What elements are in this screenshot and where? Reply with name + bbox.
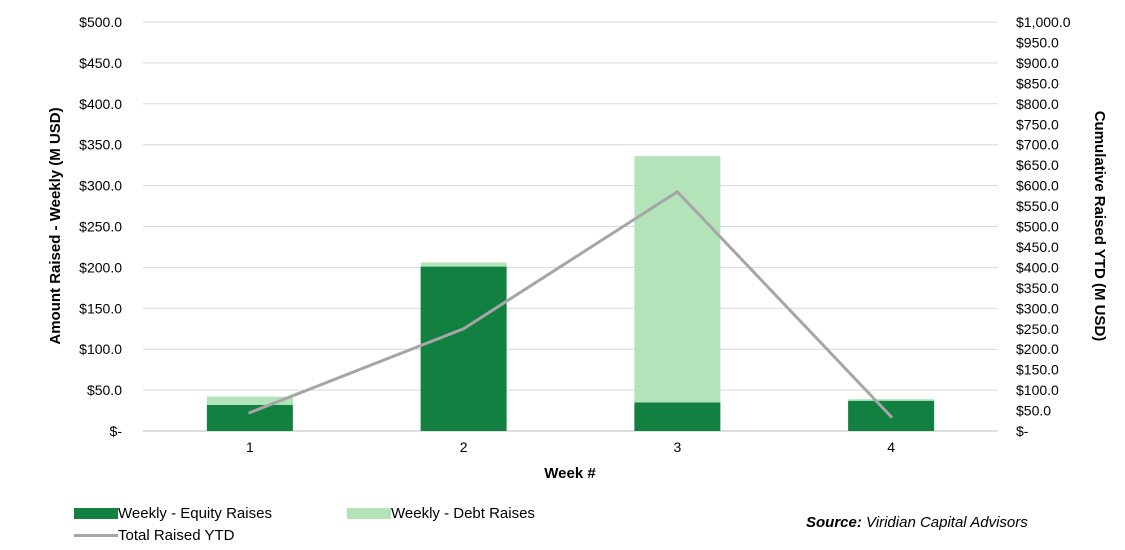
y-tick-label: $400.0	[79, 96, 122, 112]
y2-tick-label: $950.0	[1016, 34, 1059, 50]
y-tick-label: $200.0	[79, 259, 122, 275]
legend-swatch-debt	[347, 508, 391, 519]
legend-item-debt: Weekly - Debt Raises	[347, 505, 535, 522]
line-point	[248, 411, 252, 415]
bar-equity	[206, 404, 293, 431]
x-axis-ticks: 1 2 3 4	[246, 439, 895, 455]
source-text: Viridian Capital Advisors	[866, 514, 1028, 531]
y2-tick-label: $50.0	[1016, 403, 1051, 419]
legend-item-equity: Weekly - Equity Raises	[74, 505, 272, 522]
y2-tick-label: $150.0	[1016, 362, 1059, 378]
y-tick-label: $100.0	[79, 341, 122, 357]
chart-canvas: $- $50.0 $100.0 $150.0 $200.0 $250.0 $300.0 $35…	[47, 14, 1108, 482]
y-tick-label: $50.0	[87, 382, 122, 398]
bar-debt	[420, 262, 507, 267]
y-tick-label: $500.0	[79, 14, 122, 30]
y-axis-title: Amount Raised - Weekly (M USD)	[47, 107, 64, 344]
line-point	[889, 415, 893, 419]
line-point	[462, 327, 466, 331]
y-tick-label: $300.0	[79, 178, 122, 194]
y2-tick-label: $600.0	[1016, 178, 1059, 194]
y2-tick-label: $350.0	[1016, 280, 1059, 296]
legend-swatch-total	[74, 534, 118, 537]
line-total-raised-ytd	[248, 190, 893, 419]
legend-label-equity: Weekly - Equity Raises	[118, 505, 272, 522]
y2-tick-label: $250.0	[1016, 321, 1059, 337]
y2-tick-label: $900.0	[1016, 55, 1059, 71]
y-tick-label: $450.0	[79, 55, 122, 71]
bar-debt	[206, 396, 293, 405]
y2-tick-label: $700.0	[1016, 137, 1059, 153]
x-tick-label: 1	[246, 439, 254, 455]
y-tick-label: $250.0	[79, 219, 122, 235]
legend-item-total: Total Raised YTD	[74, 527, 234, 544]
y2-tick-label: $850.0	[1016, 75, 1059, 91]
y2-tick-label: $100.0	[1016, 382, 1059, 398]
right-axis-ticks: $- $50.0 $100.0 $150.0 $200.0 $250.0 $300.0 $35…	[1016, 14, 1071, 439]
y2-tick-label: $550.0	[1016, 198, 1059, 214]
y2-tick-label: $-	[1016, 423, 1029, 439]
x-tick-label: 2	[460, 439, 468, 455]
bar-equity	[634, 402, 721, 431]
y2-tick-label: $200.0	[1016, 341, 1059, 357]
legend-label-total: Total Raised YTD	[118, 527, 235, 544]
legend-label-debt: Weekly - Debt Raises	[391, 505, 535, 522]
y-tick-label: $150.0	[79, 300, 122, 316]
source-note: Source: Viridian Capital Advisors	[806, 514, 1028, 531]
y2-tick-label: $500.0	[1016, 219, 1059, 235]
bar-debt	[634, 156, 721, 403]
bar-debt	[848, 399, 935, 401]
y2-tick-label: $400.0	[1016, 259, 1059, 275]
x-tick-label: 4	[887, 439, 895, 455]
y-tick-label: $350.0	[79, 137, 122, 153]
left-axis-ticks: $- $50.0 $100.0 $150.0 $200.0 $250.0 $300.0 $35…	[79, 14, 122, 439]
source-label: Source:	[806, 514, 862, 531]
bar-equity	[420, 266, 507, 431]
gridlines	[143, 21, 998, 432]
line-group	[248, 190, 893, 419]
x-tick-label: 3	[673, 439, 681, 455]
y2-tick-label: $1,000.0	[1016, 14, 1071, 30]
y2-tick-label: $450.0	[1016, 239, 1059, 255]
y2-axis-title: Cumulative Raised YTD (M USD)	[1091, 111, 1108, 342]
x-axis-title: Week #	[544, 465, 596, 482]
y2-tick-label: $800.0	[1016, 96, 1059, 112]
line-point	[675, 190, 679, 194]
legend-swatch-equity	[74, 508, 118, 519]
bars-group	[206, 156, 935, 431]
y-tick-label: $-	[110, 423, 123, 439]
y2-tick-label: $650.0	[1016, 157, 1059, 173]
y2-tick-label: $300.0	[1016, 300, 1059, 316]
y2-tick-label: $750.0	[1016, 116, 1059, 132]
